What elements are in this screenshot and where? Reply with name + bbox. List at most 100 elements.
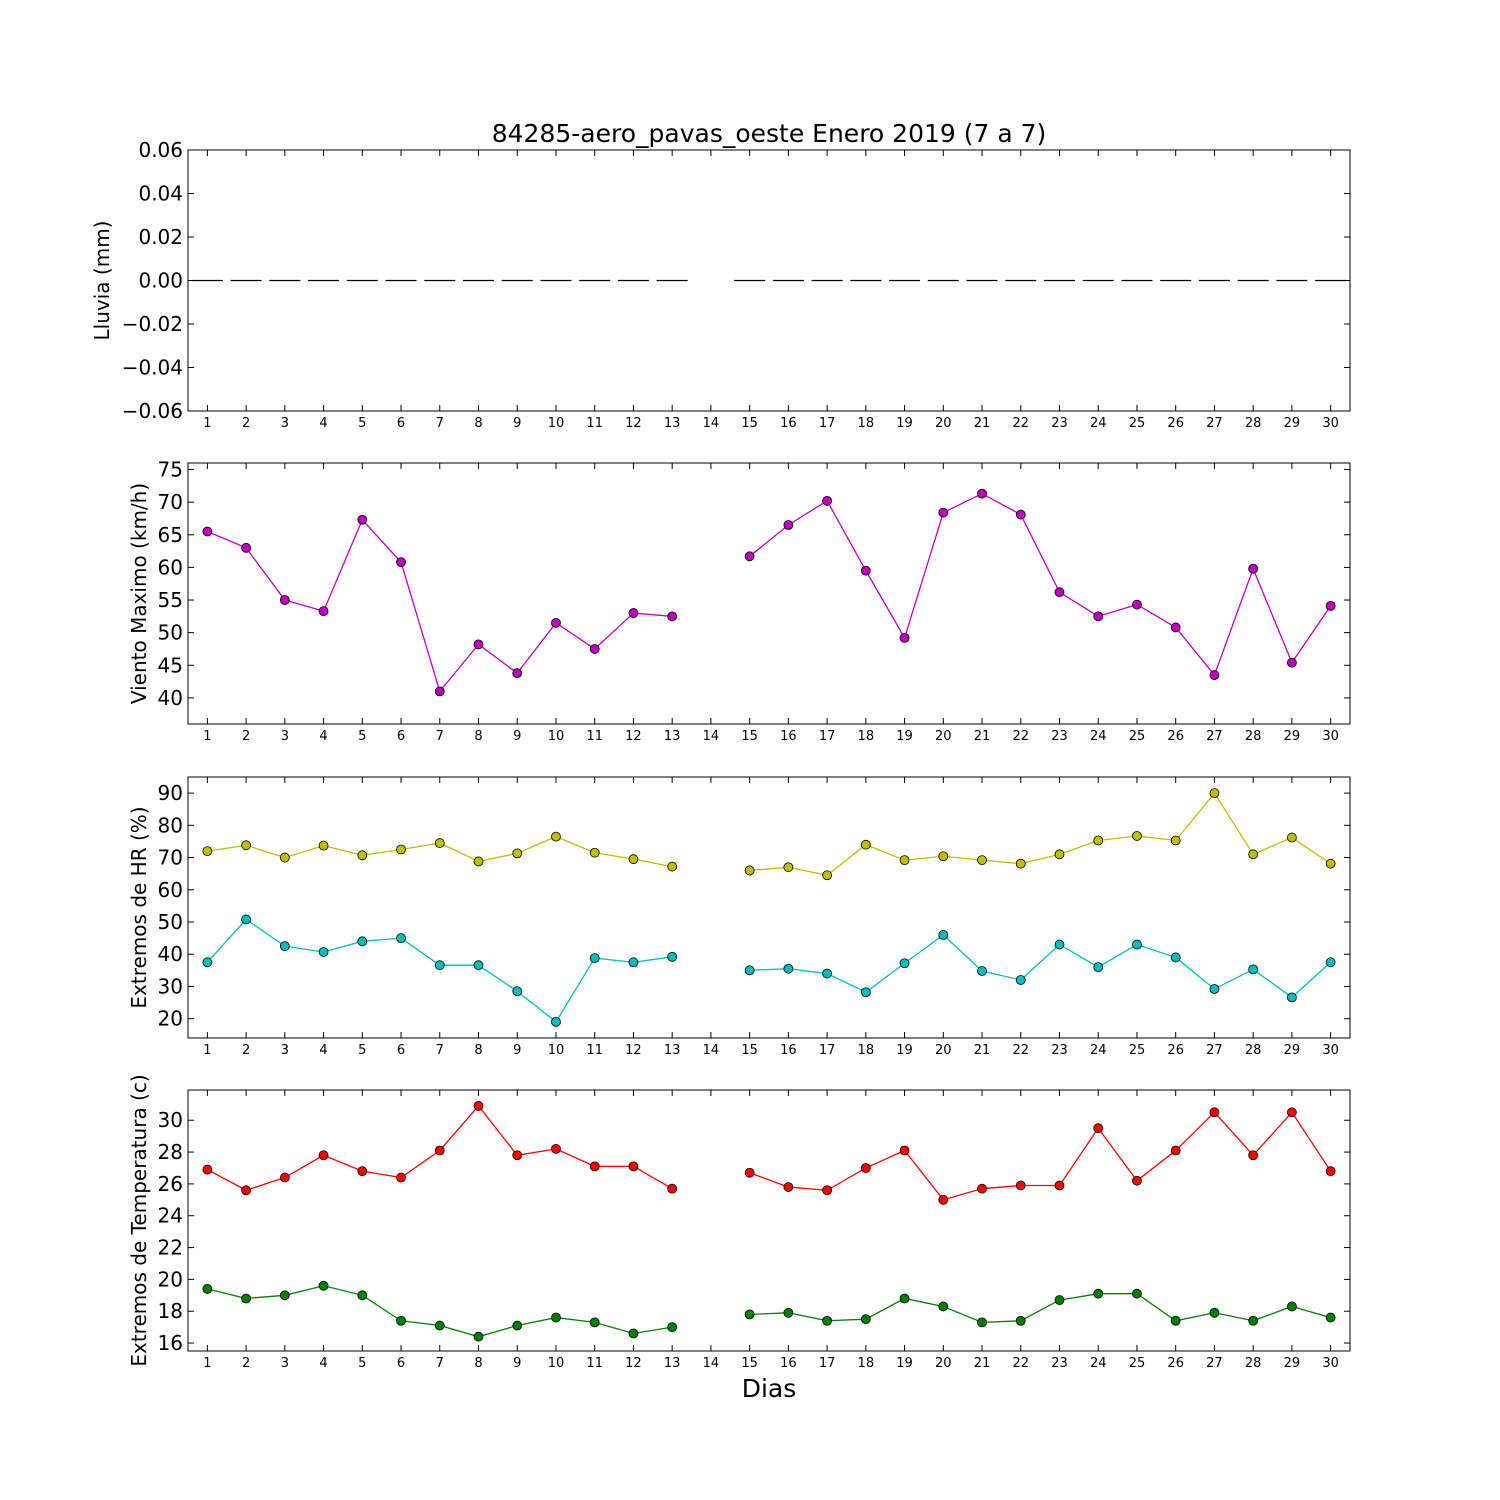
point-series-1-day-12 bbox=[628, 1161, 639, 1172]
y-tick-label: 22 bbox=[158, 1236, 183, 1260]
series-line bbox=[207, 518, 673, 693]
point-series-1-day-3 bbox=[279, 1172, 290, 1183]
point-series-2-day-17 bbox=[822, 968, 832, 979]
x-tick-label: 26 bbox=[1167, 1043, 1184, 1058]
y-tick-label: 26 bbox=[158, 1172, 183, 1196]
y-tick-label: 55 bbox=[158, 588, 183, 612]
panel-1: Lluvia (mm) 0.06 0.04 0.02 0.00 −0.02 −0.04 −0.… bbox=[90, 138, 1351, 431]
point-series-2-day-9 bbox=[512, 1320, 523, 1331]
point-series-1-day-25 bbox=[1132, 831, 1142, 841]
point-series-2-day-1 bbox=[202, 957, 213, 968]
point-series-1-day-12 bbox=[628, 854, 639, 865]
x-tick-label: 7 bbox=[436, 1356, 444, 1371]
x-tick-label: 13 bbox=[664, 416, 681, 431]
y-tick-label: 70 bbox=[158, 490, 183, 514]
x-tick-label: 29 bbox=[1284, 1356, 1301, 1371]
point-series-1-day-2 bbox=[241, 542, 252, 553]
x-tick-label: 1 bbox=[203, 416, 211, 431]
x-tick-label: 6 bbox=[397, 1356, 405, 1371]
x-tick-label: 6 bbox=[397, 416, 405, 431]
x-tick-label: 19 bbox=[896, 1356, 913, 1371]
point-series-1-day-18 bbox=[860, 565, 871, 576]
point-series-2-day-8 bbox=[473, 1331, 484, 1342]
x-tick-label: 1 bbox=[203, 1356, 211, 1371]
point-series-2-day-11 bbox=[589, 953, 600, 963]
x-tick-label: 14 bbox=[703, 1043, 720, 1058]
x-tick-label: 24 bbox=[1090, 1356, 1107, 1371]
x-tick-label: 28 bbox=[1245, 729, 1262, 744]
x-tick-label: 16 bbox=[780, 416, 797, 431]
x-tick-label: 23 bbox=[1051, 1356, 1068, 1371]
y-tick-label: 0.06 bbox=[138, 138, 183, 162]
y-tick-label: 45 bbox=[158, 653, 183, 677]
x-tick-label: 25 bbox=[1129, 1356, 1146, 1371]
x-tick-label: 25 bbox=[1129, 1043, 1146, 1058]
x-tick-label: 7 bbox=[436, 416, 444, 431]
x-tick-label: 17 bbox=[819, 1356, 836, 1371]
point-series-2-day-23 bbox=[1054, 939, 1065, 950]
point-series-1-day-26 bbox=[1170, 622, 1181, 633]
point-series-2-day-3 bbox=[279, 1290, 290, 1301]
point-series-1-day-8 bbox=[473, 1101, 484, 1111]
x-tick-label: 4 bbox=[319, 1043, 327, 1058]
x-tick-label: 10 bbox=[548, 729, 565, 744]
x-tick-label: 13 bbox=[664, 1356, 681, 1371]
x-tick-label: 30 bbox=[1322, 1356, 1339, 1371]
point-series-1-day-15 bbox=[744, 551, 755, 562]
point-series-2-day-18 bbox=[860, 987, 871, 998]
point-series-1-day-10 bbox=[551, 617, 561, 628]
point-series-1-day-26 bbox=[1170, 835, 1181, 846]
point-series-1-day-8 bbox=[473, 639, 484, 650]
point-series-2-day-16 bbox=[783, 1307, 794, 1318]
x-tick-label: 5 bbox=[358, 1356, 366, 1371]
x-tick-label: 2 bbox=[242, 1356, 250, 1371]
x-tick-label: 8 bbox=[474, 729, 482, 744]
point-series-1-day-21 bbox=[977, 1183, 987, 1194]
y-tick-label: 60 bbox=[158, 555, 183, 579]
point-series-2-day-28 bbox=[1248, 1315, 1259, 1326]
point-series-1-day-24 bbox=[1093, 835, 1104, 846]
x-tick-label: 1 bbox=[203, 729, 211, 744]
point-series-1-day-19 bbox=[899, 632, 910, 643]
x-tick-label: 15 bbox=[741, 416, 758, 431]
x-tick-label: 9 bbox=[513, 416, 521, 431]
x-tick-label: 5 bbox=[358, 1043, 366, 1058]
point-series-1-day-7 bbox=[434, 838, 445, 848]
point-series-2-day-12 bbox=[628, 1328, 639, 1339]
y-tick-label: 60 bbox=[158, 878, 183, 902]
point-series-2-day-28 bbox=[1248, 964, 1259, 975]
x-tick-label: 10 bbox=[548, 1043, 565, 1058]
x-tick-label: 8 bbox=[474, 416, 482, 431]
plot-frame bbox=[187, 776, 1351, 1039]
x-tick-label: 3 bbox=[281, 1356, 289, 1371]
point-series-2-day-29 bbox=[1287, 992, 1297, 1003]
point-series-1-day-30 bbox=[1325, 858, 1336, 869]
point-series-2-day-21 bbox=[977, 966, 987, 976]
point-series-1-day-27 bbox=[1209, 670, 1220, 680]
x-tick-label: 30 bbox=[1322, 729, 1339, 744]
point-series-1-day-17 bbox=[822, 1185, 832, 1196]
point-series-2-day-5 bbox=[357, 936, 368, 947]
point-series-1-day-2 bbox=[241, 1185, 252, 1196]
x-tick-label: 12 bbox=[625, 1043, 642, 1058]
y-axis-label: Extremos de HR (%) bbox=[127, 806, 151, 1008]
x-tick-label: 19 bbox=[896, 1043, 913, 1058]
point-series-1-day-15 bbox=[744, 865, 755, 876]
point-series-1-day-29 bbox=[1287, 657, 1297, 668]
point-series-1-day-22 bbox=[1015, 858, 1026, 869]
point-series-1-day-28 bbox=[1248, 849, 1259, 860]
series-line bbox=[749, 934, 1332, 999]
point-series-1-day-4 bbox=[318, 1150, 329, 1161]
x-tick-label: 9 bbox=[513, 1043, 521, 1058]
point-series-1-day-23 bbox=[1054, 587, 1065, 598]
point-series-1-day-5 bbox=[357, 514, 368, 525]
plot-frame bbox=[187, 462, 1351, 725]
x-tick-label: 23 bbox=[1051, 416, 1068, 431]
x-tick-label: 26 bbox=[1167, 1356, 1184, 1371]
x-tick-label: 18 bbox=[858, 1356, 875, 1371]
x-tick-label: 2 bbox=[242, 416, 250, 431]
point-series-1-day-22 bbox=[1015, 509, 1026, 520]
point-series-2-day-8 bbox=[473, 960, 484, 971]
y-axis-label: Extremos de Temperatura (c) bbox=[127, 1074, 151, 1366]
x-tick-label: 21 bbox=[974, 1043, 991, 1058]
